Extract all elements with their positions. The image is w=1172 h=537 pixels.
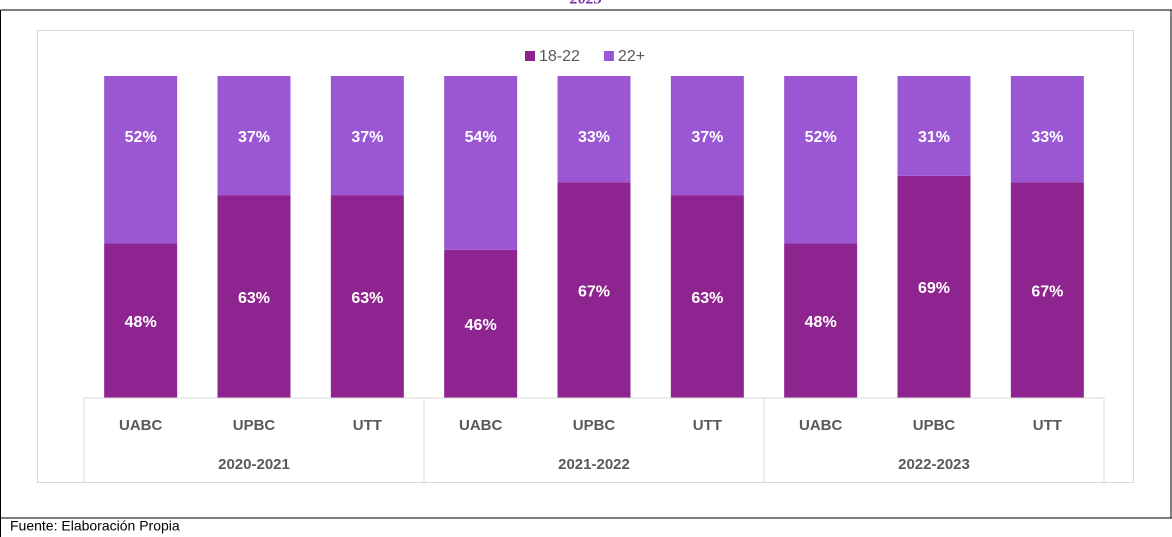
data-label: 52% <box>805 129 837 146</box>
bar-segment <box>784 243 858 398</box>
chart-title: 2023 <box>569 0 602 8</box>
bar-segment <box>897 76 971 176</box>
bar-segment <box>330 76 404 196</box>
bar-segment <box>217 195 291 398</box>
data-label: 37% <box>691 129 723 146</box>
group-label: 2022-2023 <box>898 456 970 473</box>
data-label: 48% <box>125 314 157 331</box>
data-label: 67% <box>578 283 610 300</box>
bar-segment <box>1010 182 1084 398</box>
bar-segment <box>784 76 858 244</box>
x-tick-label: UPBC <box>913 417 956 434</box>
data-label: 54% <box>465 129 497 146</box>
data-label: 31% <box>918 129 950 146</box>
bar-segment <box>104 243 178 398</box>
bar-segment <box>217 76 291 196</box>
bar-segment <box>1010 76 1084 183</box>
data-label: 37% <box>351 129 383 146</box>
x-tick-label: UTT <box>1033 417 1062 434</box>
legend-label: 22+ <box>618 48 645 65</box>
data-label: 63% <box>351 290 383 307</box>
legend-label: 18-22 <box>539 48 580 65</box>
bar-segment <box>670 195 744 398</box>
data-label: 33% <box>1031 129 1063 146</box>
bar-segment <box>557 182 631 398</box>
data-label: 46% <box>465 317 497 334</box>
data-label: 48% <box>805 314 837 331</box>
x-tick-label: UABC <box>459 417 502 434</box>
bar-segment <box>104 76 178 244</box>
data-label: 67% <box>1031 283 1063 300</box>
footer: Fuente: Elaboración Propia <box>10 518 180 534</box>
data-label: 69% <box>918 280 950 297</box>
bar-segment <box>670 76 744 196</box>
data-label: 63% <box>691 290 723 307</box>
bar-segment <box>330 195 404 398</box>
legend-swatch <box>603 51 614 61</box>
chart-area <box>37 30 1134 483</box>
x-tick-label: UABC <box>799 417 842 434</box>
data-label: 37% <box>238 129 270 146</box>
data-label: 63% <box>238 290 270 307</box>
x-tick-label: UTT <box>353 417 382 434</box>
bar-segment <box>557 76 631 183</box>
x-tick-label: UABC <box>119 417 162 434</box>
bar-segment <box>444 249 518 398</box>
x-tick-label: UPBC <box>573 417 616 434</box>
x-tick-label: UTT <box>693 417 722 434</box>
bar-segment <box>897 175 971 398</box>
data-label: 33% <box>578 129 610 146</box>
x-tick-label: UPBC <box>233 417 276 434</box>
group-label: 2021-2022 <box>558 456 630 473</box>
data-label: 52% <box>125 129 157 146</box>
legend-swatch <box>525 51 535 61</box>
bar-segment <box>444 76 518 250</box>
group-label: 2020-2021 <box>218 456 290 473</box>
